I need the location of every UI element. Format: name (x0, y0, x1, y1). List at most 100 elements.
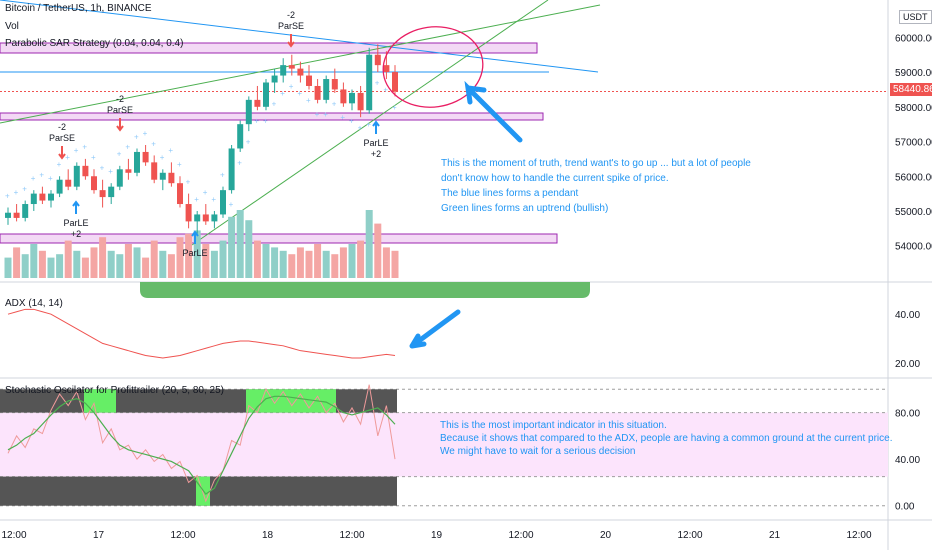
pointer-arrow-icon (464, 80, 523, 143)
volume-bar (30, 244, 38, 278)
candle-body (254, 99, 261, 107)
volume-bar (391, 250, 399, 278)
volume-bar (339, 247, 347, 278)
buy-arrow-icon (72, 200, 80, 214)
sar-dot: + (39, 171, 44, 180)
adx-tick-label: 40.00 (895, 310, 920, 321)
volume-bar (382, 247, 390, 278)
candle-body (82, 165, 89, 177)
volume-bar (90, 247, 98, 278)
signal-label: +2 (71, 229, 81, 239)
sar-dot: + (203, 188, 208, 197)
signal-label: -2 (287, 10, 295, 20)
candle-body (177, 183, 183, 205)
stoch-tick-label: 0.00 (895, 502, 915, 513)
candle-body (306, 75, 312, 86)
volume-bar (167, 254, 175, 278)
stoch-tick-label: 80.00 (895, 409, 920, 420)
price-tick-label: 55000.00 (895, 207, 932, 218)
volume-bar (13, 247, 21, 278)
sar-dot: + (220, 171, 225, 180)
volume-bar (305, 250, 313, 278)
sar-dot: + (82, 143, 87, 152)
highlight-circle (382, 26, 484, 108)
candle-body (366, 54, 373, 111)
sar-dot: + (100, 164, 105, 173)
candle-body (314, 85, 321, 100)
stochastic-legend[interactable]: Stochastic Oscilator for Profittrailer (… (5, 385, 224, 396)
sar-dot: + (160, 153, 165, 162)
sar-dot: + (340, 113, 345, 122)
signal-label: ParLE (182, 248, 207, 258)
volume-bar (357, 240, 365, 278)
strategy-legend[interactable]: Parabolic SAR Strategy (0.04, 0.04, 0.4) (5, 38, 184, 49)
time-tick-label: 19 (431, 530, 443, 541)
candle-body (374, 54, 381, 66)
sar-dot: + (237, 158, 242, 167)
sar-dot: + (186, 177, 191, 186)
volume-bar (142, 257, 150, 278)
volume-bar (202, 244, 210, 278)
sar-dot: + (211, 195, 216, 204)
sar-dot: + (366, 120, 371, 129)
sar-dot: + (358, 124, 363, 133)
sar-dot: + (246, 138, 251, 147)
sar-dot: + (323, 110, 328, 119)
annotation-line: don't know how to handle the current spi… (441, 173, 669, 184)
volume-bar (296, 247, 304, 278)
adx-legend[interactable]: ADX (14, 14) (5, 298, 63, 309)
time-tick-label: 18 (262, 530, 274, 541)
candle-body (383, 65, 390, 73)
sar-dot: + (383, 85, 388, 94)
volume-bar (236, 210, 244, 278)
volume-bar (185, 233, 193, 278)
candle-body (142, 151, 149, 163)
candle-body (99, 190, 106, 198)
volume-bar (64, 240, 72, 278)
time-tick-label: 21 (769, 530, 781, 541)
pointer-arrow-icon (409, 309, 461, 349)
volume-bar (124, 244, 132, 278)
support-resistance-zone (0, 233, 558, 244)
candle-body (297, 68, 304, 76)
candle-body (340, 89, 347, 104)
volume-legend[interactable]: Vol (5, 21, 19, 32)
currency-button[interactable]: USDT (899, 10, 932, 24)
time-tick-label: 12:00 (846, 530, 871, 541)
sar-dot: + (229, 200, 234, 209)
volume-bar (56, 254, 64, 278)
sar-dot: + (57, 160, 62, 169)
sar-dot: + (177, 160, 182, 169)
signal-block (246, 389, 336, 413)
candle-body (228, 148, 235, 191)
sar-dot: + (117, 150, 122, 159)
sar-dot: + (289, 82, 294, 91)
volume-bar (107, 250, 115, 278)
volume-bar (245, 220, 253, 278)
volume-bar (219, 240, 227, 278)
candle-body (39, 193, 46, 201)
candle-body (280, 65, 287, 76)
volume-bar (262, 244, 270, 278)
time-tick-label: 12:00 (339, 530, 364, 541)
volume-bar (228, 216, 236, 278)
sar-dot: + (134, 132, 139, 141)
annotation-line: This is the most important indicator in … (440, 420, 667, 431)
volume-bar (348, 244, 356, 278)
pendant-blue-line (0, 0, 599, 73)
signal-label: ParSE (107, 105, 133, 115)
volume-bar (279, 250, 287, 278)
symbol-title[interactable]: Bitcoin / TetherUS, 1h, BINANCE (5, 3, 152, 14)
sar-dot: + (263, 117, 268, 126)
volume-bar (73, 250, 81, 278)
candle-body (56, 179, 63, 194)
candle-body (392, 72, 398, 92)
volume-bar (99, 237, 107, 278)
sar-dot: + (392, 103, 397, 112)
candle-body (48, 193, 54, 201)
candle-body (194, 214, 201, 222)
sell-arrow-icon (287, 34, 295, 48)
candle-body (237, 124, 244, 149)
annotation-line: This is the moment of truth, trend want'… (441, 158, 751, 169)
